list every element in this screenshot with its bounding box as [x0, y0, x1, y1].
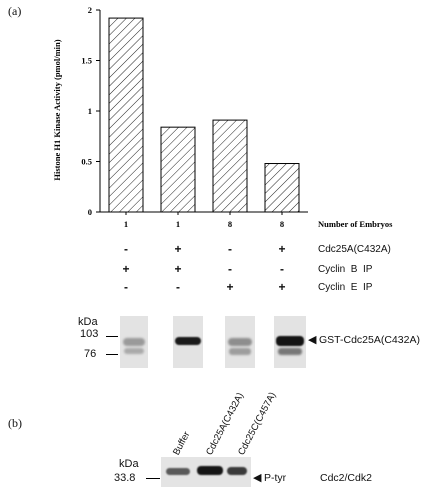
y-tick-label: 0.5	[81, 157, 92, 167]
kinase-bar-chart: Histone H1 Kinase Activity (pmol/min) 0 0…	[52, 5, 393, 229]
blot-b-band-label: P-tyr	[264, 472, 287, 484]
condition-label: Cyclin E IP	[318, 282, 373, 293]
minus-sign: -	[124, 242, 128, 256]
bar-4	[264, 163, 300, 213]
plus-sign: +	[122, 262, 130, 276]
plus-sign: +	[278, 242, 286, 256]
blot-a-lane-4	[274, 316, 306, 368]
x-tick-label: 8	[228, 219, 232, 229]
plus-sign: +	[226, 280, 234, 294]
x-tick-label: 1	[124, 219, 128, 229]
blot-a-kda-label: kDa	[78, 316, 98, 328]
minus-sign: -	[228, 262, 232, 276]
y-tick-label: 0	[88, 207, 92, 217]
marker-33-8: 33.8	[114, 472, 136, 484]
minus-sign: -	[228, 242, 232, 256]
bar-1	[108, 17, 144, 213]
plus-sign: +	[278, 280, 286, 294]
minus-sign: -	[280, 262, 284, 276]
plus-sign: +	[174, 242, 182, 256]
marker-76: 76	[84, 348, 97, 360]
panel-b-label: (b)	[8, 416, 22, 430]
y-tick-label: 2	[88, 5, 92, 15]
bar-2	[160, 126, 196, 213]
blot-b-target-label: Cdc2/Cdk2	[320, 472, 372, 484]
blot-b-arrow-icon: ◀	[253, 472, 262, 484]
blot-a-lane-2	[173, 316, 203, 368]
blot-a-band-label: GST-Cdc25A(C432A)	[319, 334, 420, 346]
marker-33-8-tick	[146, 478, 160, 479]
blot-a-lane-1	[120, 316, 148, 368]
x-tick-label: 1	[176, 219, 180, 229]
x-tick-label: 8	[280, 219, 284, 229]
condition-label: Cdc25A(C432A)	[318, 244, 391, 255]
condition-label: Cyclin B IP	[318, 264, 373, 275]
panel-a-label: (a)	[8, 4, 22, 18]
y-axis-label: Histone H1 Kinase Activity (pmol/min)	[52, 39, 62, 180]
bar-3	[212, 119, 248, 213]
y-tick-label: 1.5	[81, 56, 92, 66]
blot-b-strip	[161, 457, 251, 487]
plus-sign: +	[174, 262, 182, 276]
marker-76-tick	[106, 354, 118, 355]
x-axis-label: Number of Embryos	[318, 219, 393, 229]
marker-103-tick	[106, 336, 118, 337]
blot-b-kda-label: kDa	[119, 458, 139, 470]
marker-103: 103	[80, 328, 99, 340]
lane-label-buffer: Buffer	[171, 429, 193, 458]
blot-a-lane-3	[225, 316, 255, 368]
blot-a-arrow-icon: ◀	[308, 334, 317, 346]
minus-sign: -	[124, 280, 128, 294]
minus-sign: -	[176, 280, 180, 294]
y-tick-label: 1	[88, 106, 92, 116]
